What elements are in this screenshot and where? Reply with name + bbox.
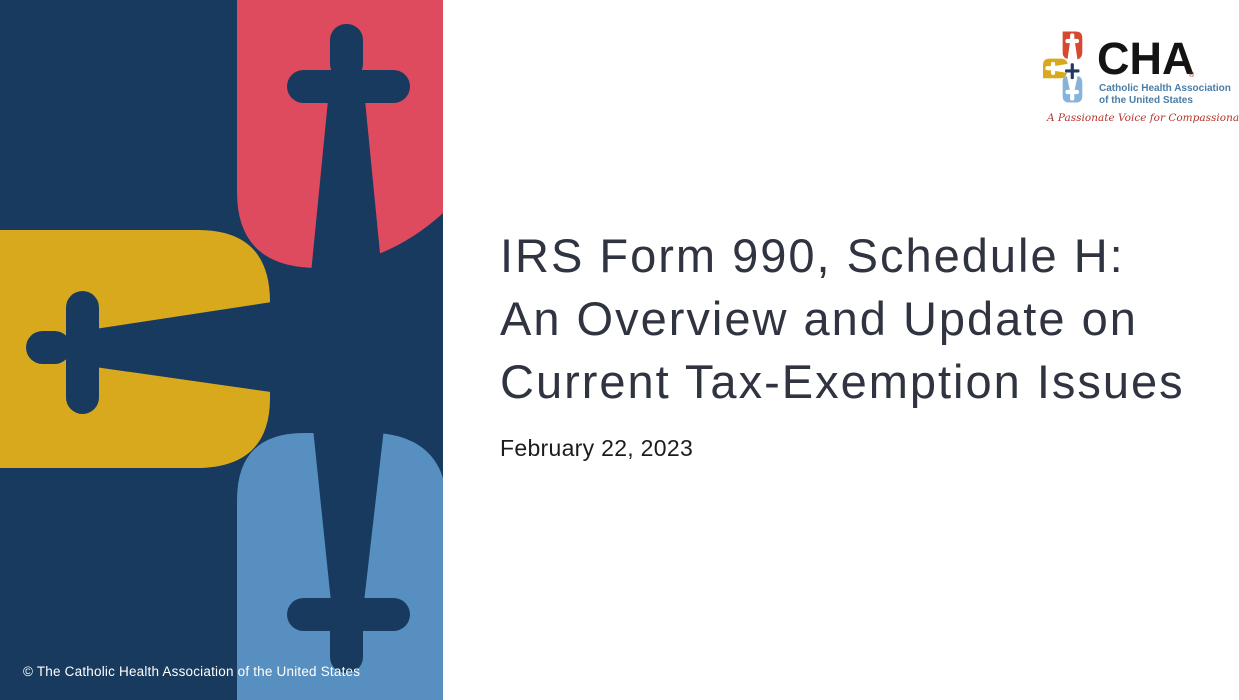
- cha-cross-artwork: [0, 0, 443, 700]
- slide-date: February 22, 2023: [500, 435, 694, 461]
- cha-logo-org-line1: Catholic Health Association: [1099, 83, 1231, 94]
- cha-logo-mark-icon: [1043, 31, 1083, 103]
- slide-title: IRS Form 990, Schedule H: An Overview an…: [500, 224, 1220, 413]
- slide-title-line-3: Current Tax-Exemption Issues: [500, 355, 1185, 408]
- cha-logo-org-name: Catholic Health Association of the Unite…: [1099, 83, 1231, 106]
- registered-trademark-mark: ®: [1189, 72, 1195, 79]
- cover-art-panel: © The Catholic Health Association of the…: [0, 0, 443, 700]
- slide-title-line-2: An Overview and Update on: [500, 292, 1138, 345]
- cha-logo-tagline: A Passionate Voice for Compassionate Car…: [1047, 112, 1239, 124]
- cha-logo-org-line2: of the United States: [1099, 94, 1193, 106]
- cha-logo: CHA ® Catholic Health Association of the…: [1043, 28, 1239, 128]
- slide-title-line-1: IRS Form 990, Schedule H:: [500, 229, 1125, 282]
- copyright-text: © The Catholic Health Association of the…: [23, 664, 361, 679]
- cha-logo-acronym: CHA: [1097, 33, 1195, 84]
